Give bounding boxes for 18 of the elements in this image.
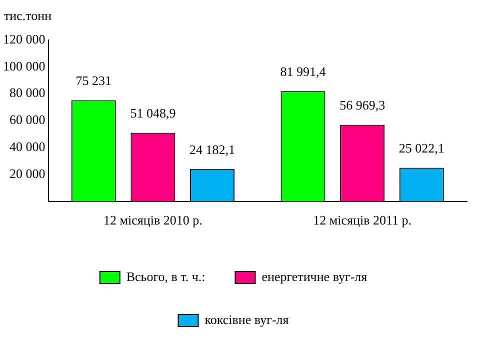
x-tick-label: 12 місяців 2010 р.	[104, 212, 202, 228]
data-label: 75 231	[76, 73, 112, 88]
data-label: 51 048,9	[130, 106, 176, 121]
legend-label: Всього, в т. ч.:	[126, 268, 206, 284]
x-tick-label: 12 місяців 2011 р.	[313, 212, 412, 228]
y-tick-label: 40 000	[10, 139, 46, 154]
y-axis-title: тис.тонн	[4, 8, 52, 24]
y-tick-label: 20 000	[10, 166, 46, 181]
y-tick-label: 60 000	[10, 112, 46, 128]
data-label: 56 969,3	[340, 98, 386, 113]
y-tick-label: 100 000	[3, 58, 46, 74]
data-label: 24 182,1	[190, 142, 236, 157]
data-label: 81 991,4	[280, 64, 326, 80]
y-tick-label: 80 000	[10, 85, 46, 100]
legend-label: коксівне вуг-ля	[204, 312, 289, 327]
legend-label: енергетичне вуг-ля	[262, 268, 368, 284]
data-label: 25 022,1	[398, 140, 444, 156]
y-tick-label: 120 000	[3, 31, 46, 46]
